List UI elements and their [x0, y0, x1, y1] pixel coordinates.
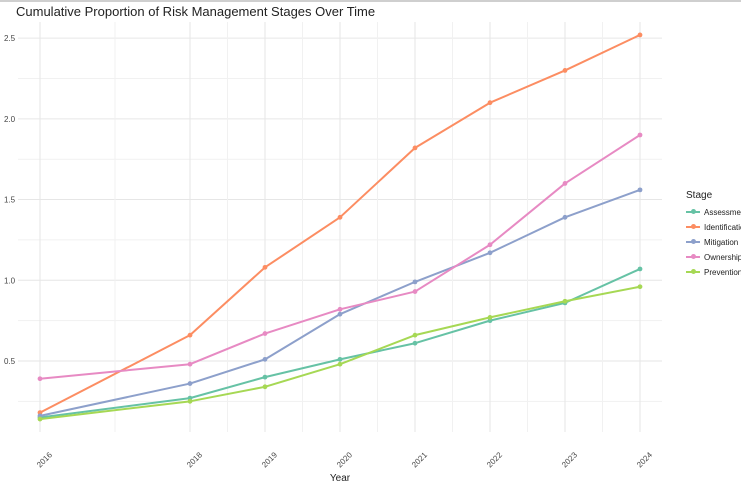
- data-point-identification: [187, 332, 193, 338]
- series-line-prevention: [39, 285, 641, 421]
- data-point-identification: [337, 214, 343, 220]
- legend-label: Prevention: [704, 267, 741, 277]
- data-point-prevention: [562, 298, 568, 304]
- data-point-ownership: [637, 132, 643, 138]
- data-point-ownership: [337, 306, 343, 312]
- data-point-mitigation: [187, 381, 193, 386]
- x-tick-label: 2018: [185, 450, 204, 469]
- x-tick-label: 2024: [635, 450, 654, 469]
- y-tick-label: 1.5: [4, 196, 16, 205]
- x-axis-label: Year: [330, 473, 351, 484]
- y-tick-label: 2.0: [4, 115, 16, 124]
- data-point-prevention: [37, 416, 43, 422]
- data-point-mitigation: [487, 250, 493, 256]
- data-point-ownership: [262, 331, 268, 336]
- legend-swatch: [686, 239, 700, 244]
- series-line-mitigation: [39, 188, 641, 417]
- x-tick-label: 2020: [335, 450, 354, 469]
- data-point-ownership: [487, 242, 493, 248]
- data-point-ownership: [187, 361, 193, 367]
- legend-swatch: [686, 269, 700, 274]
- y-tick-label: 0.5: [4, 357, 16, 366]
- legend-item-ownership: Ownership: [686, 251, 741, 263]
- x-tick-label: 2023: [560, 450, 579, 469]
- legend-item-mitigation: Mitigation: [686, 236, 738, 248]
- legend-item-assessment: Assessment: [686, 206, 741, 218]
- x-tick-label: 2022: [485, 450, 504, 469]
- x-tick-label: 2021: [410, 450, 429, 469]
- data-point-assessment: [637, 266, 643, 272]
- legend-swatch: [686, 254, 700, 259]
- data-point-prevention: [412, 332, 418, 338]
- series-line-identification: [39, 34, 641, 414]
- data-point-mitigation: [562, 214, 568, 220]
- legend-item-prevention: Prevention: [686, 266, 741, 278]
- legend-label: Ownership: [704, 252, 741, 262]
- legend-swatch: [686, 209, 700, 214]
- data-point-ownership: [562, 181, 568, 186]
- data-point-mitigation: [337, 311, 343, 317]
- data-point-mitigation: [637, 187, 643, 193]
- data-point-mitigation: [262, 356, 268, 362]
- data-point-prevention: [187, 398, 193, 404]
- data-point-identification: [562, 68, 568, 73]
- data-point-prevention: [262, 384, 268, 390]
- series-line-assessment: [39, 268, 641, 419]
- legend-label: Identification: [704, 222, 741, 232]
- legend-label: Mitigation: [704, 237, 739, 247]
- data-point-assessment: [262, 374, 268, 380]
- data-point-ownership: [412, 289, 418, 294]
- data-point-prevention: [487, 314, 493, 320]
- x-tick-label: 2016: [35, 450, 54, 469]
- data-point-mitigation: [412, 279, 418, 285]
- data-point-prevention: [637, 284, 643, 290]
- legend-title: Stage: [686, 190, 713, 201]
- data-point-identification: [262, 264, 268, 270]
- data-point-ownership: [37, 376, 43, 382]
- data-point-identification: [487, 100, 493, 106]
- series-line-ownership: [39, 134, 641, 380]
- data-point-prevention: [337, 361, 343, 367]
- x-tick-label: 2019: [260, 450, 279, 469]
- y-tick-label: 1.0: [4, 276, 16, 285]
- legend-item-identification: Identification: [686, 221, 741, 233]
- legend-swatch: [686, 224, 700, 229]
- chart-title: Cumulative Proportion of Risk Management…: [16, 4, 376, 19]
- data-point-assessment: [412, 340, 418, 346]
- legend-label: Assessment: [704, 207, 741, 217]
- data-point-identification: [412, 145, 418, 151]
- y-tick-label: 2.5: [4, 34, 16, 43]
- data-point-identification: [637, 32, 643, 38]
- data-point-assessment: [337, 356, 343, 362]
